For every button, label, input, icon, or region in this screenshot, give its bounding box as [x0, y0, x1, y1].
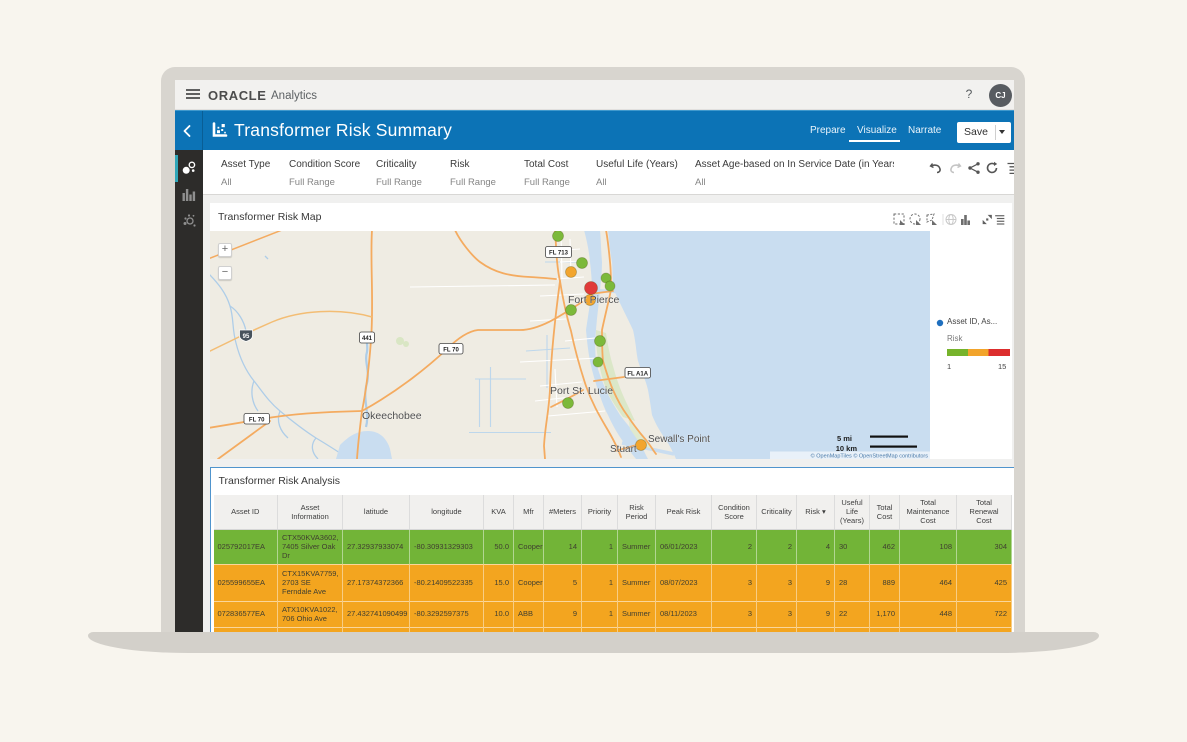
svg-text:© OpenMapTiles © OpenStreetMa: © OpenMapTiles © OpenStreetMap contribut… [811, 453, 929, 460]
svg-text:95: 95 [243, 334, 250, 340]
svg-text:Okeechobee: Okeechobee [362, 410, 422, 422]
svg-text:FL A1A: FL A1A [627, 372, 648, 378]
svg-text:Port St. Lucie: Port St. Lucie [550, 385, 613, 397]
svg-text:Fort Pierce: Fort Pierce [568, 294, 620, 306]
svg-text:FL 70: FL 70 [249, 418, 265, 424]
svg-text:FL 713: FL 713 [549, 251, 569, 257]
svg-text:Stuart: Stuart [610, 444, 637, 455]
svg-text:Sewall's Point: Sewall's Point [648, 434, 710, 445]
svg-text:10 km: 10 km [836, 444, 858, 453]
svg-text:FL 70: FL 70 [443, 348, 459, 354]
svg-text:441: 441 [362, 336, 373, 342]
svg-text:5 mi: 5 mi [837, 434, 852, 443]
